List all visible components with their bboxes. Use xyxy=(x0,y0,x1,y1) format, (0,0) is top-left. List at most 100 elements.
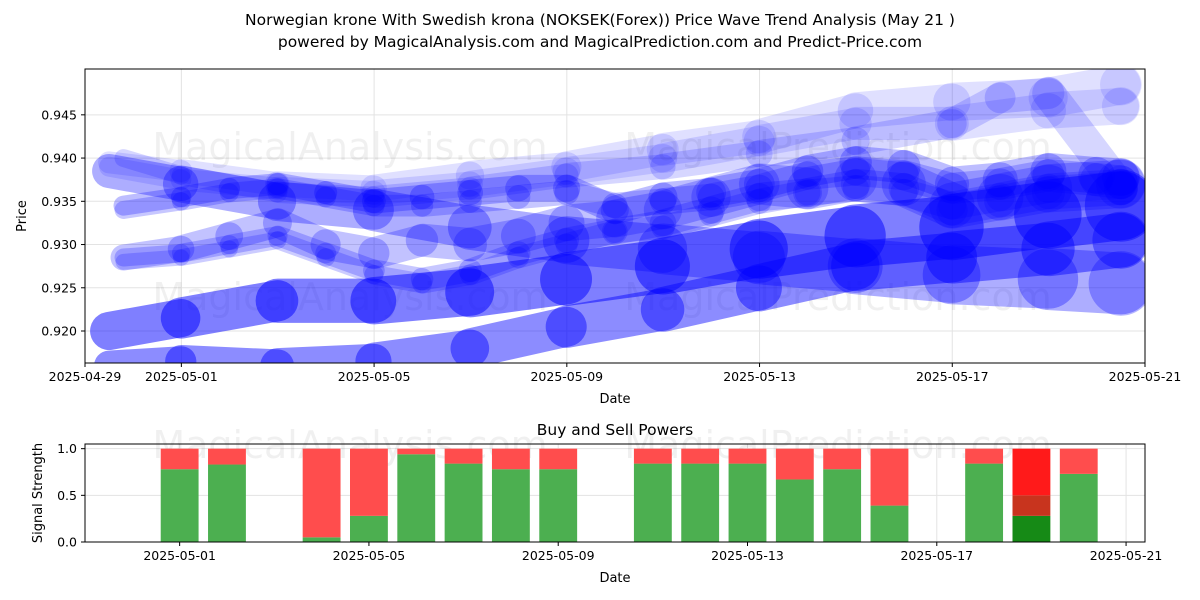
wave-segment xyxy=(745,178,822,212)
wave-segment xyxy=(114,192,191,219)
x-tick-label: 2025-05-01 xyxy=(143,548,216,563)
wave-segment xyxy=(743,107,872,157)
sell-bar xyxy=(1012,448,1051,496)
buy-bar xyxy=(350,515,388,542)
wave-segment xyxy=(827,238,981,303)
wave-segment xyxy=(831,232,978,291)
y-tick-label: 0.0 xyxy=(57,535,77,550)
wave-segment xyxy=(458,185,531,214)
wave-segment xyxy=(697,174,774,211)
wave-segment xyxy=(455,152,582,190)
wave-segment xyxy=(922,245,1079,309)
wave-segment xyxy=(648,177,727,212)
wave-segment xyxy=(887,149,970,201)
buy-bar xyxy=(160,469,199,542)
sell-bar xyxy=(775,448,814,480)
wave-segment xyxy=(602,188,677,219)
sell-bar xyxy=(681,448,720,464)
x-axis-title: Date xyxy=(599,571,630,586)
x-tick-label: 2025-05-01 xyxy=(145,369,218,384)
wave-segment xyxy=(167,222,244,263)
plot-frame xyxy=(84,68,1146,364)
wave-segment xyxy=(450,306,587,363)
wave-segment xyxy=(315,186,385,217)
overlap-bar xyxy=(1012,495,1051,516)
wave-segment xyxy=(315,242,385,282)
wave-segment xyxy=(840,168,920,204)
wave-segment xyxy=(98,151,193,183)
wave-segment xyxy=(982,153,1067,198)
y-axis-title: Price xyxy=(15,200,30,232)
wave-segment xyxy=(113,186,192,216)
wave-segment xyxy=(114,244,191,267)
wave-segment xyxy=(94,346,197,363)
wave-segment xyxy=(171,183,239,211)
wave-segment xyxy=(352,188,492,249)
wave-segment xyxy=(552,174,629,224)
wave-segment xyxy=(742,93,874,154)
wave-segment xyxy=(500,205,585,254)
wave-end-point xyxy=(1088,251,1145,316)
wave-segment xyxy=(837,83,971,129)
wave-segment xyxy=(841,156,919,191)
x-tick-label: 2025-05-13 xyxy=(711,548,784,563)
wave-segment xyxy=(358,224,439,270)
wave-end-point xyxy=(1100,69,1142,106)
wave-segment xyxy=(643,177,731,230)
wave-segment xyxy=(649,183,725,215)
y-tick-label: 0.945 xyxy=(41,107,77,122)
chart-title-line-2: powered by MagicalAnalysis.com and Magic… xyxy=(277,33,923,51)
x-tick-label: 2025-05-17 xyxy=(916,369,989,384)
sell-bar xyxy=(870,448,909,506)
buy-sell-power-chart: MagicalAnalysis.com MagicalPrediction.com… xyxy=(31,421,1162,586)
wave-segment xyxy=(743,155,824,200)
x-tick-label: 2025-05-17 xyxy=(900,548,973,563)
sell-bar xyxy=(633,448,672,464)
y-tick-label: 0.920 xyxy=(41,324,77,339)
wave-segment xyxy=(640,265,782,332)
wave-segment xyxy=(360,161,485,203)
y-tick-label: 0.935 xyxy=(41,194,77,209)
wave-segment xyxy=(934,93,1067,141)
wave-segment xyxy=(791,146,872,188)
wave-segment xyxy=(1028,69,1141,118)
wave-segment xyxy=(173,240,238,266)
x-tick-label: 2025-04-29 xyxy=(49,369,122,384)
watermark-text: MagicalAnalysis.com xyxy=(152,125,547,169)
buy-bar xyxy=(965,463,1004,542)
wave-segment xyxy=(447,204,590,263)
wave-segment xyxy=(264,171,387,202)
x-tick-label: 2025-05-05 xyxy=(338,369,411,384)
wave-segment xyxy=(170,168,289,200)
wave-segment xyxy=(745,127,870,168)
wave-segment xyxy=(697,183,774,224)
wave-segment xyxy=(786,158,878,210)
buy-bar xyxy=(870,505,909,542)
buy-bar xyxy=(302,537,341,542)
wave-segment xyxy=(267,182,385,208)
wave-segment xyxy=(361,171,483,206)
watermark-text: MagicalPrediction.com xyxy=(624,125,1052,169)
wave-segment xyxy=(257,181,394,230)
wave-segment xyxy=(648,125,775,173)
wave-segment xyxy=(1014,171,1145,249)
wave-segment xyxy=(363,177,482,209)
buy-bar xyxy=(397,454,436,542)
wave-segment xyxy=(699,188,772,227)
wave-end-point xyxy=(1101,87,1140,126)
wave-segment xyxy=(984,77,1065,114)
x-tick-label: 2025-05-09 xyxy=(522,548,595,563)
wave-segment xyxy=(169,159,290,196)
wave-segment xyxy=(171,235,239,263)
wave-segment xyxy=(267,178,337,208)
wave-segment xyxy=(99,156,192,190)
wave-segment xyxy=(888,160,968,204)
wave-segment xyxy=(793,169,871,208)
sell-bar xyxy=(302,448,341,538)
wave-segment xyxy=(507,233,578,269)
wave-segment xyxy=(410,189,482,217)
wave-segment xyxy=(171,165,288,203)
wave-segment xyxy=(409,180,484,210)
wave-segment xyxy=(458,163,579,201)
wave-segment xyxy=(649,196,725,237)
